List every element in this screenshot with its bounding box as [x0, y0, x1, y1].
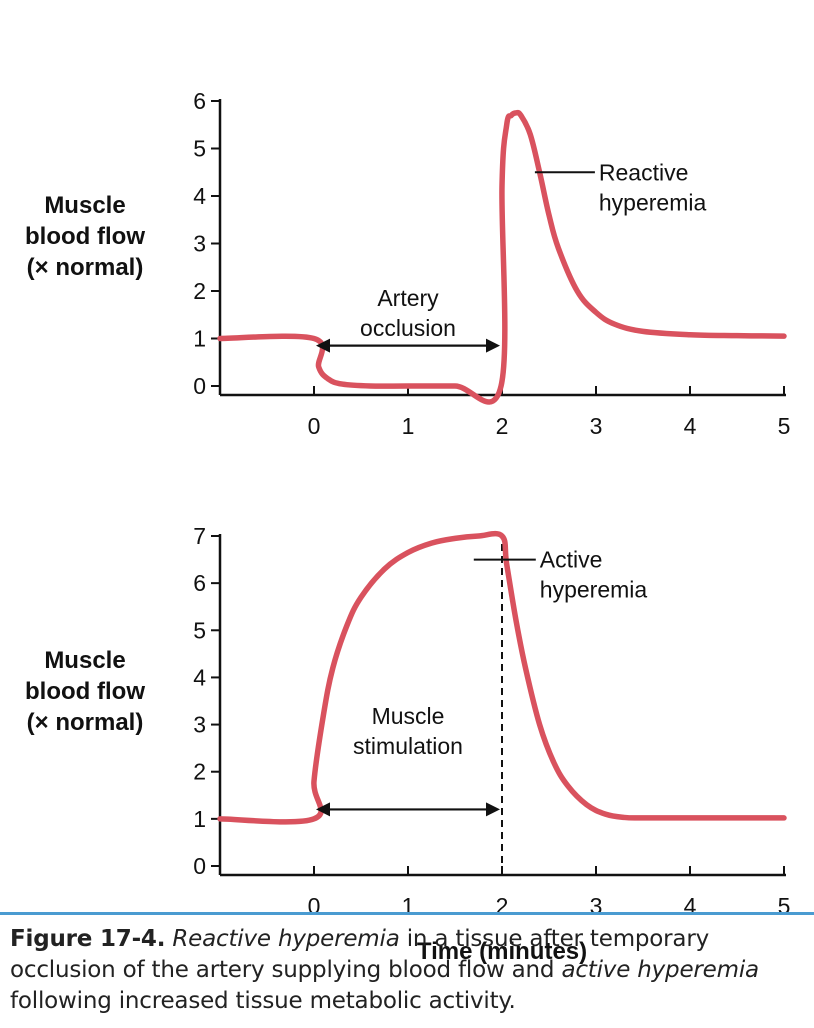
- y-tick-label: 2: [193, 759, 206, 785]
- caption-part: Reactive hyperemia: [172, 926, 400, 952]
- callout-label: hyperemia: [540, 577, 648, 603]
- y-tick-label: 2: [193, 278, 206, 304]
- chart-active-hyperemia: Muscle blood flow (× normal) 0 1 2 3 4 5 6 7 0 1 2 3 4 5…: [25, 523, 790, 965]
- caption-part: following increased tissue metabolic act…: [10, 988, 516, 1014]
- caption-part: active hyperemia: [561, 957, 759, 983]
- interval-label: occlusion: [360, 315, 456, 341]
- y-tick-label: 7: [193, 523, 206, 549]
- x-tick-label: 4: [684, 893, 697, 919]
- y-tick-label: 0: [193, 853, 206, 879]
- y-tick-label: 4: [193, 183, 206, 209]
- y-axis-label: (× normal): [27, 254, 144, 281]
- x-tick-label: 5: [778, 893, 791, 919]
- figure-caption: Figure 17-4. Reactive hyperemia in a tis…: [10, 924, 806, 1017]
- x-tick-label: 0: [308, 413, 321, 439]
- x-tick-label: 2: [496, 893, 509, 919]
- arrowhead-right: [486, 802, 500, 817]
- x-tick-label: 3: [590, 893, 603, 919]
- chart-reactive-hyperemia: Muscle blood flow (× normal) 0 1 2 3 4 5 6 0 1 2 3 4 5 A…: [25, 88, 790, 439]
- y-tick-label: 4: [193, 664, 206, 690]
- y-tick-label: 6: [193, 88, 206, 114]
- x-tick-label: 1: [402, 893, 415, 919]
- y-axis-label: Muscle: [44, 647, 125, 674]
- x-tick-label: 2: [496, 413, 509, 439]
- y-tick-label: 1: [193, 326, 206, 352]
- series-line: [217, 530, 787, 825]
- y-axis-label: (× normal): [27, 709, 144, 736]
- interval-label: Artery: [377, 285, 439, 311]
- y-tick-label: 1: [193, 806, 206, 832]
- caption-label: Figure 17-4.: [10, 926, 166, 952]
- x-axis-label: Time (minutes): [417, 938, 587, 965]
- x-tick-label: 0: [308, 893, 321, 919]
- x-tick-label: 3: [590, 413, 603, 439]
- y-tick-label: 6: [193, 570, 206, 596]
- callout-label: Reactive: [599, 159, 688, 185]
- interval-label: Muscle: [372, 703, 445, 729]
- interval-label: stimulation: [353, 733, 463, 759]
- y-tick-label: 5: [193, 617, 206, 643]
- y-axis-label: blood flow: [25, 678, 145, 705]
- y-axis-label: Muscle: [44, 192, 125, 219]
- y-axis-label: blood flow: [25, 223, 145, 250]
- caption-rule: [0, 912, 814, 915]
- x-tick-label: 4: [684, 413, 697, 439]
- x-tick-label: 5: [778, 413, 791, 439]
- arrowhead-left: [316, 338, 330, 353]
- arrowhead-right: [486, 338, 500, 353]
- arrowhead-left: [316, 802, 330, 817]
- callout-label: Active: [540, 547, 603, 573]
- y-tick-label: 3: [193, 231, 206, 257]
- y-tick-label: 0: [193, 373, 206, 399]
- caption-part: in a tissue after temporary occlusion of…: [10, 926, 709, 983]
- callout-label: hyperemia: [599, 189, 707, 215]
- x-tick-label: 1: [402, 413, 415, 439]
- series-line: [217, 109, 787, 405]
- y-tick-label: 3: [193, 712, 206, 738]
- y-tick-label: 5: [193, 136, 206, 162]
